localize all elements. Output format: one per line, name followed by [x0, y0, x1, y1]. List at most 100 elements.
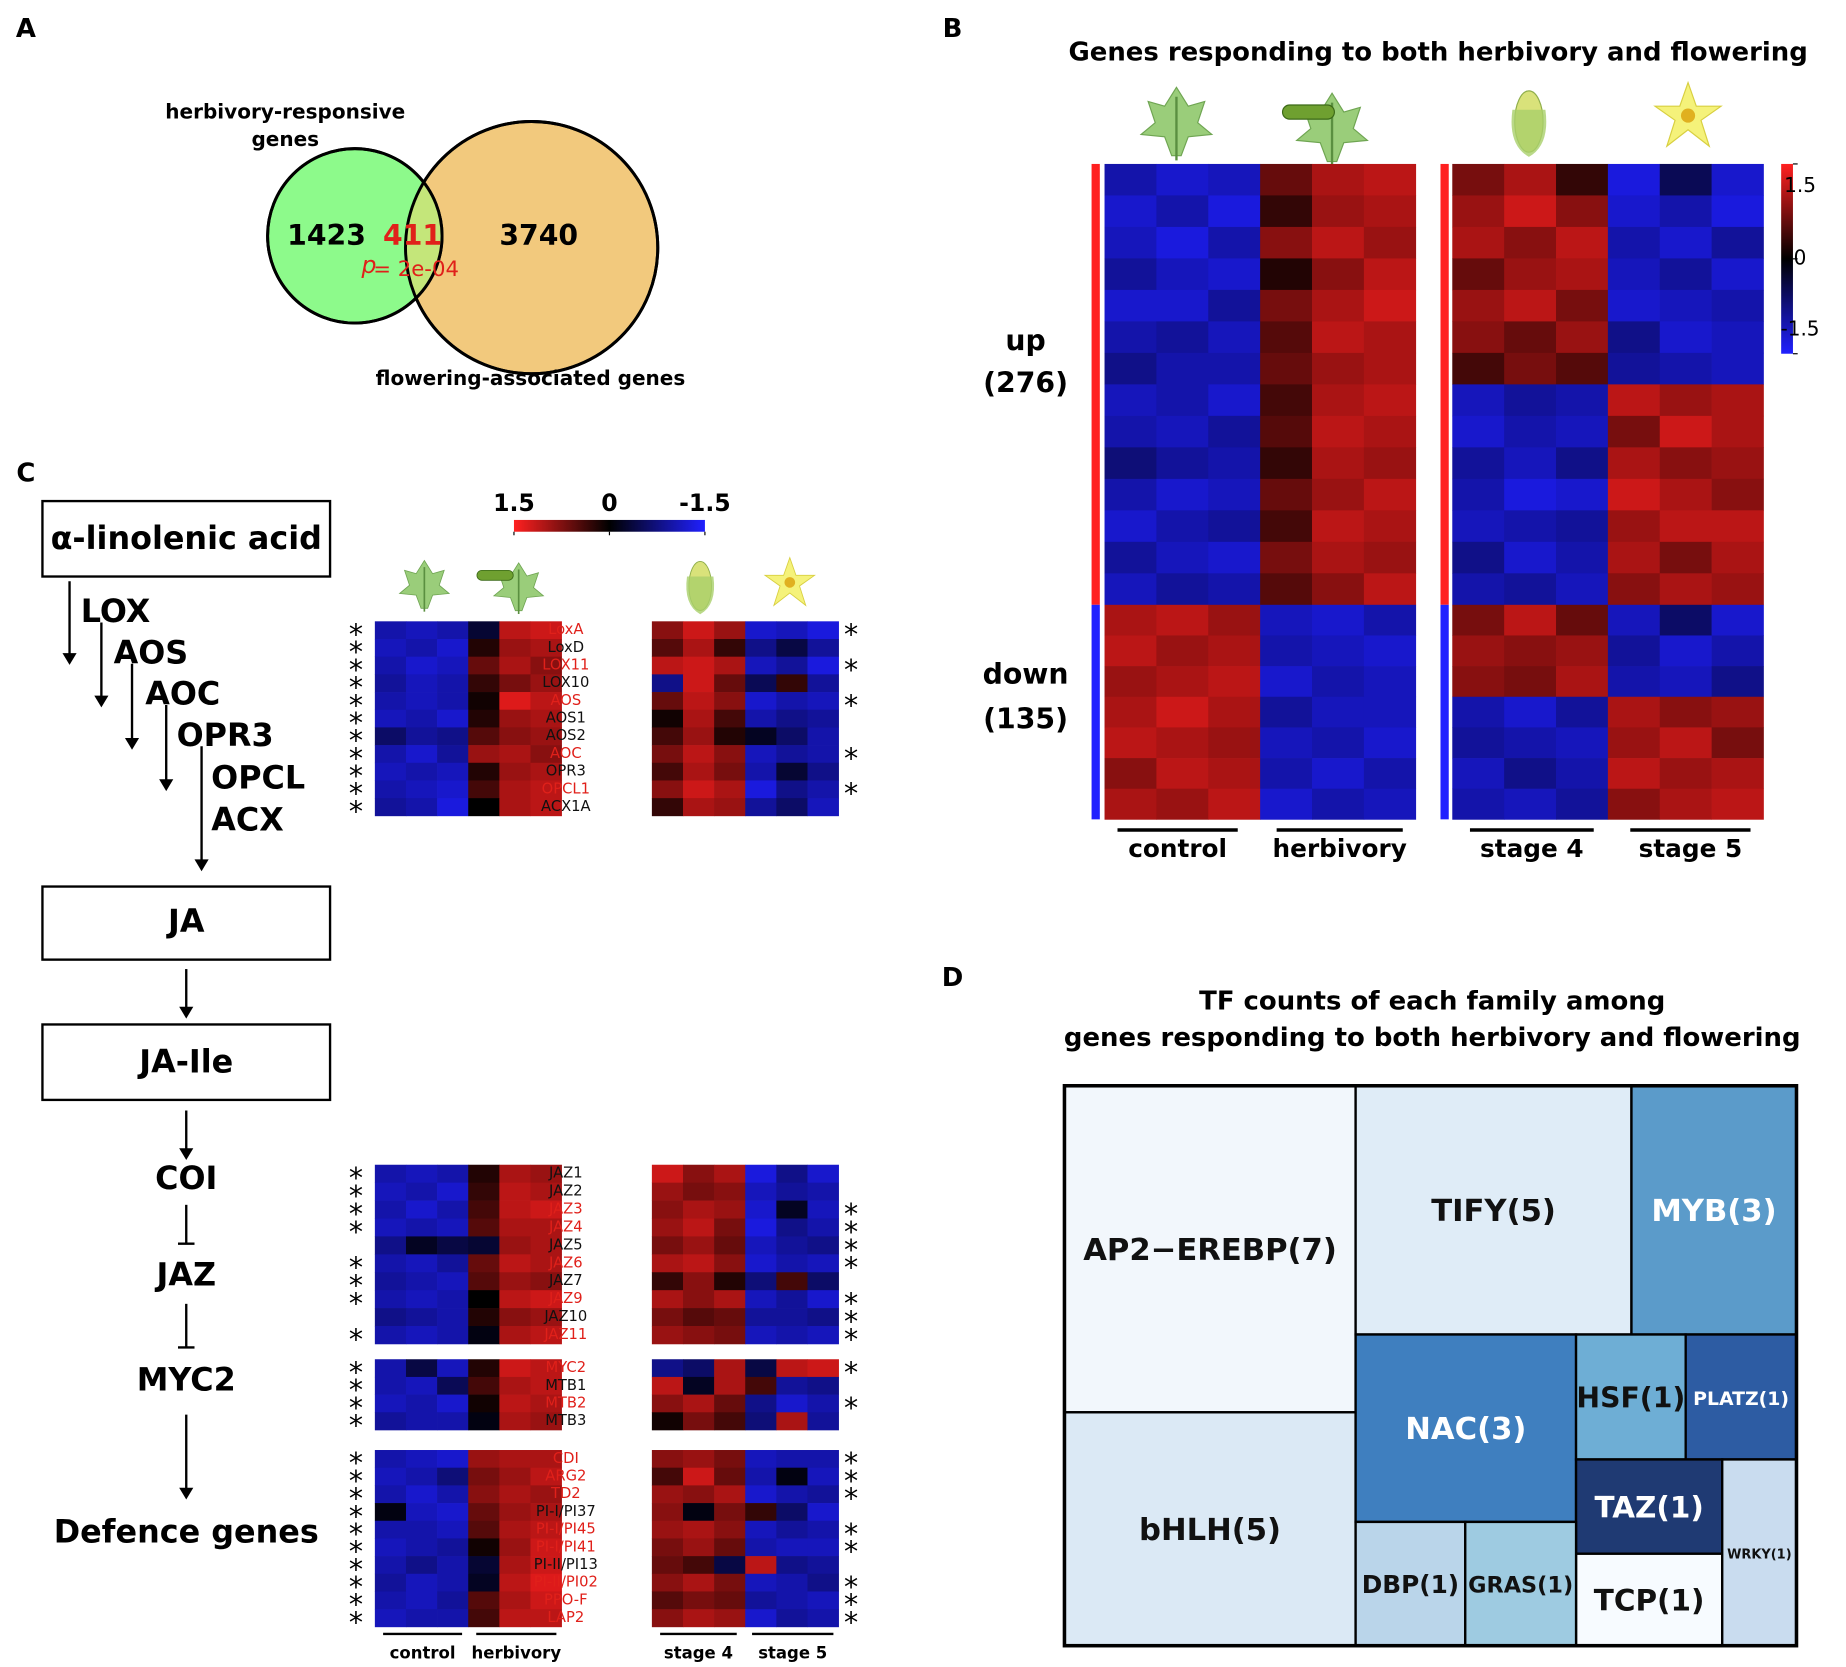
heatmap-cell [374, 621, 407, 640]
heatmap-cell [499, 798, 531, 817]
heatmap-cell [651, 1290, 684, 1309]
heatmap-cell [1556, 510, 1609, 543]
heatmap-cell [1260, 696, 1313, 728]
treemap-tile [1063, 1084, 1357, 1414]
heatmap-cell [1312, 510, 1365, 543]
heatmap-cell [651, 1467, 684, 1486]
count: 411 [383, 219, 442, 252]
heatmap-cell [682, 745, 715, 764]
heatmap-cell [1556, 163, 1609, 196]
treemap-tile [1574, 1552, 1724, 1647]
heatmap-cell [745, 656, 777, 675]
significance: * [349, 1409, 363, 1442]
heatmap-cell [682, 1467, 715, 1486]
heatmap-cell [1556, 604, 1609, 636]
enzyme: OPR3 [177, 716, 274, 754]
heatmap-cell [1711, 289, 1764, 322]
heatmap-cell [807, 1573, 839, 1592]
significance: * [349, 1251, 363, 1284]
heatmap-cell [374, 780, 407, 799]
heatmap-cell [807, 780, 839, 799]
heatmap-cell [651, 762, 684, 781]
heatmap-cell [745, 1573, 777, 1592]
heatmap-cell [776, 674, 808, 693]
heatmap-cell [651, 674, 684, 693]
heatmap-cell [776, 762, 808, 781]
heatmap-cell [776, 1290, 808, 1309]
significance: * [349, 1482, 363, 1515]
heatmap-cell [807, 656, 839, 675]
heatmap-cell [1659, 226, 1712, 259]
panel-title: genes responding to both herbivory and f… [1064, 1023, 1801, 1053]
heatmap-cell [437, 1609, 469, 1628]
heatmap-cell [437, 1591, 469, 1610]
heatmap-cell [437, 638, 469, 658]
significance: * [349, 1535, 363, 1568]
heatmap-cell [1607, 478, 1661, 511]
heatmap-cell [745, 1412, 777, 1431]
heatmap-cell [745, 1394, 777, 1413]
heatmap-cell [745, 621, 777, 640]
heatmap-cell [374, 1573, 407, 1592]
heatmap-cell [1607, 289, 1661, 322]
heatmap-cell [714, 674, 746, 693]
heatmap-cell [1312, 758, 1365, 790]
count: 1423 [287, 219, 366, 252]
heatmap-cell [530, 780, 562, 799]
heatmap-cell [1659, 163, 1712, 196]
heatmap-cell [530, 762, 562, 781]
heatmap-cell [682, 1326, 715, 1345]
heatmap-cell [405, 1609, 438, 1628]
condition-label: stage 5 [758, 1643, 827, 1662]
icon [476, 569, 514, 581]
heatmap-cell [1312, 788, 1365, 820]
pathway-node: JA-Ile [137, 1042, 233, 1080]
heatmap-cell [682, 621, 715, 640]
venn-outline [266, 147, 444, 325]
heatmap-cell [468, 1394, 500, 1413]
heatmap-cell [437, 762, 469, 781]
heatmap-cell [1607, 352, 1661, 385]
heatmap-cell [1363, 352, 1417, 385]
heatmap-cell [776, 1394, 808, 1413]
heatmap-cell [682, 1376, 715, 1395]
heatmap-cell [405, 1485, 438, 1504]
heatmap-cell [468, 674, 500, 693]
heatmap-cell [1711, 352, 1764, 385]
heatmap-cell [651, 1236, 684, 1255]
enzyme: LOX [81, 592, 151, 630]
heatmap-cell [1363, 541, 1417, 574]
heatmap-cell [1208, 788, 1261, 820]
heatmap-cell [530, 1394, 562, 1413]
gene-label: JAZ7 [548, 1272, 583, 1289]
heatmap-cell [499, 1182, 531, 1201]
heatmap-cell [682, 1236, 715, 1255]
heatmap-cell [651, 780, 684, 799]
heatmap-cell [651, 692, 684, 711]
heatmap-cell [1556, 321, 1609, 354]
gene-label: JAZ9 [548, 1290, 583, 1307]
heatmap-cell [776, 1272, 808, 1291]
heatmap-cell [1452, 384, 1505, 417]
heatmap-cell [1504, 635, 1557, 667]
heatmap-cell [1659, 666, 1712, 698]
gene-label: MTB2 [545, 1394, 586, 1411]
icon [1281, 104, 1335, 120]
enzyme: AOC [145, 675, 220, 713]
heatmap-cell [745, 1485, 777, 1504]
heatmap-cell [1208, 447, 1261, 480]
heatmap-cell [468, 1520, 500, 1539]
heatmap-cell [745, 1182, 777, 1201]
heatmap-cell [1312, 666, 1365, 698]
heatmap-cell [1711, 727, 1764, 759]
heatmap-cell [437, 692, 469, 711]
heatmap-cell [1208, 352, 1261, 385]
significance: * [844, 777, 858, 810]
significance: * [349, 777, 363, 810]
pathway-node: JA [166, 902, 205, 940]
heatmap-cell [682, 1556, 715, 1575]
significance: * [349, 653, 363, 686]
tile-label: TCP(1) [1594, 1584, 1705, 1618]
heatmap-cell [499, 1254, 531, 1273]
heatmap-cell [1363, 163, 1417, 196]
